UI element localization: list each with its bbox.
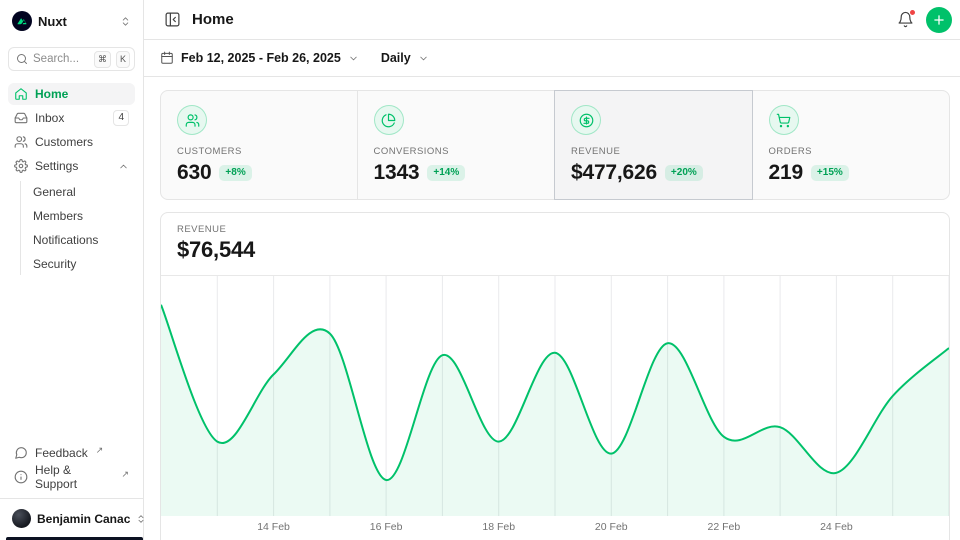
chat-bubble-icon bbox=[14, 446, 28, 460]
nuxt-logo-icon bbox=[12, 11, 32, 31]
circle-dollar-icon bbox=[571, 105, 601, 135]
sidebar-item-settings[interactable]: Settings bbox=[8, 155, 135, 177]
user-name: Benjamin Canac bbox=[37, 511, 131, 526]
chevron-down-icon bbox=[348, 53, 359, 64]
chart-total-value: $76,544 bbox=[177, 237, 255, 262]
x-tick-label: 16 Feb bbox=[369, 521, 403, 533]
page-title: Home bbox=[192, 11, 234, 28]
chevrons-up-down-icon bbox=[136, 514, 146, 524]
help-support-link[interactable]: Help & Support ↗ bbox=[8, 463, 135, 491]
kbd-cmd: ⌘ bbox=[93, 50, 111, 68]
search-placeholder: Search... bbox=[33, 53, 80, 65]
x-tick-label: 18 Feb bbox=[482, 521, 516, 533]
notification-dot bbox=[909, 9, 916, 16]
gear-icon bbox=[14, 159, 28, 173]
search-icon bbox=[16, 53, 28, 65]
header-actions bbox=[895, 6, 952, 33]
revenue-chart-svg bbox=[161, 276, 949, 516]
stat-value: 219 bbox=[768, 161, 804, 184]
filters-toolbar: Feb 12, 2025 - Feb 26, 2025 Daily bbox=[144, 40, 960, 77]
stat-delta-badge: +20% bbox=[664, 165, 703, 181]
stat-value: $477,626 bbox=[571, 161, 657, 184]
stat-delta-badge: +14% bbox=[427, 165, 466, 181]
external-link-icon: ↗ bbox=[95, 444, 104, 455]
sidebar-item-label: Settings bbox=[35, 159, 79, 173]
calendar-icon bbox=[160, 51, 174, 65]
add-button[interactable] bbox=[926, 6, 952, 33]
sidebar-item-general[interactable]: General bbox=[33, 185, 76, 199]
user-menu[interactable]: Benjamin Canac bbox=[8, 507, 144, 532]
sidebar-item-inbox[interactable]: Inbox 4 bbox=[8, 107, 135, 129]
x-tick-label: 22 Feb bbox=[707, 521, 741, 533]
sidebar-item-members[interactable]: Members bbox=[33, 209, 84, 223]
chevrons-up-down-icon bbox=[120, 16, 131, 27]
stat-delta-badge: +15% bbox=[810, 165, 849, 181]
sidebar-item-label: Home bbox=[35, 87, 69, 101]
date-range-value: Feb 12, 2025 - Feb 26, 2025 bbox=[181, 51, 341, 65]
stat-label: REVENUE bbox=[571, 146, 621, 157]
sidebar-item-label: Customers bbox=[35, 135, 94, 149]
x-tick-label: 20 Feb bbox=[594, 521, 628, 533]
page-header: Home bbox=[144, 0, 960, 40]
stat-card-orders[interactable]: ORDERS 219 +15% bbox=[751, 90, 950, 200]
chart-header: REVENUE $76,544 bbox=[161, 213, 949, 276]
notifications-bell-icon[interactable] bbox=[895, 9, 916, 30]
sidebar-nav: Home Inbox 4 Customers Settings bbox=[8, 83, 135, 275]
period-value: Daily bbox=[380, 51, 411, 65]
chevron-down-icon bbox=[418, 53, 429, 64]
dashboard-content: CUSTOMERS 630 +8% CONVERSIONS 1343 +14% bbox=[144, 77, 960, 540]
stat-value: 1343 bbox=[373, 161, 420, 184]
sidebar-item-security[interactable]: Security bbox=[33, 257, 77, 271]
search-input[interactable]: Search... ⌘ K bbox=[8, 47, 135, 71]
help-support-label: Help & Support bbox=[35, 463, 78, 491]
feedback-label: Feedback bbox=[35, 446, 88, 460]
settings-sub-list: General Members Notifications Security bbox=[20, 181, 135, 275]
inbox-count-badge: 4 bbox=[113, 110, 129, 126]
stat-label: CONVERSIONS bbox=[373, 146, 449, 157]
period-select[interactable]: Daily bbox=[381, 51, 429, 65]
users-icon bbox=[14, 135, 28, 149]
avatar bbox=[12, 509, 31, 528]
home-icon bbox=[14, 87, 28, 101]
stat-card-conversions[interactable]: CONVERSIONS 1343 +14% bbox=[356, 90, 555, 200]
feedback-link[interactable]: Feedback ↗ bbox=[8, 442, 135, 464]
chevron-up-icon bbox=[118, 161, 129, 172]
stat-value: 630 bbox=[177, 161, 212, 184]
kbd-k: K bbox=[115, 50, 130, 68]
x-tick-label: 24 Feb bbox=[820, 521, 853, 533]
shopping-cart-icon bbox=[768, 105, 799, 135]
revenue-chart-panel: REVENUE $76,544 14 Feb 16 Feb 18 Feb 20 Feb… bbox=[160, 212, 950, 540]
stat-card-customers[interactable]: CUSTOMERS 630 +8% bbox=[160, 90, 358, 200]
stat-label: CUSTOMERS bbox=[177, 146, 242, 157]
inbox-icon bbox=[14, 111, 28, 125]
external-link-icon: ↗ bbox=[121, 468, 129, 479]
bottom-edge-artifact bbox=[6, 537, 143, 540]
users-icon bbox=[177, 105, 207, 135]
stat-card-revenue[interactable]: REVENUE $477,626 +20% bbox=[554, 90, 753, 200]
sidebar-item-home[interactable]: Home bbox=[8, 83, 135, 105]
stat-label: ORDERS bbox=[768, 146, 812, 157]
revenue-chart-plot[interactable] bbox=[161, 276, 949, 516]
x-tick-label: 14 Feb bbox=[257, 521, 290, 533]
chart-pie-icon bbox=[373, 105, 404, 135]
x-axis: 14 Feb 16 Feb 18 Feb 20 Feb 22 Feb 24 Feb bbox=[161, 516, 949, 540]
workspace-name: Nuxt bbox=[38, 13, 67, 29]
sidebar-item-notifications[interactable]: Notifications bbox=[33, 233, 99, 247]
stat-delta-badge: +8% bbox=[219, 165, 252, 181]
sidebar-item-label: Inbox bbox=[35, 111, 65, 125]
sidebar-item-customers[interactable]: Customers bbox=[8, 131, 135, 153]
divider bbox=[0, 498, 143, 499]
plus-icon bbox=[932, 13, 946, 27]
sidebar-footer: Feedback ↗ Help & Support ↗ Benjamin Canac bbox=[0, 442, 144, 532]
collapse-sidebar-icon[interactable] bbox=[162, 9, 183, 30]
info-circle-icon bbox=[14, 470, 28, 484]
date-range-picker[interactable]: Feb 12, 2025 - Feb 26, 2025 bbox=[160, 51, 359, 65]
sidebar: Nuxt Search... ⌘ K Home bbox=[0, 0, 144, 540]
stats-row: CUSTOMERS 630 +8% CONVERSIONS 1343 +14% bbox=[160, 90, 950, 200]
workspace-switcher[interactable]: Nuxt bbox=[8, 8, 135, 34]
main-area: Home Feb 12, 2025 - Feb 26, 2025 bbox=[144, 0, 960, 540]
chart-label: REVENUE bbox=[177, 224, 227, 235]
